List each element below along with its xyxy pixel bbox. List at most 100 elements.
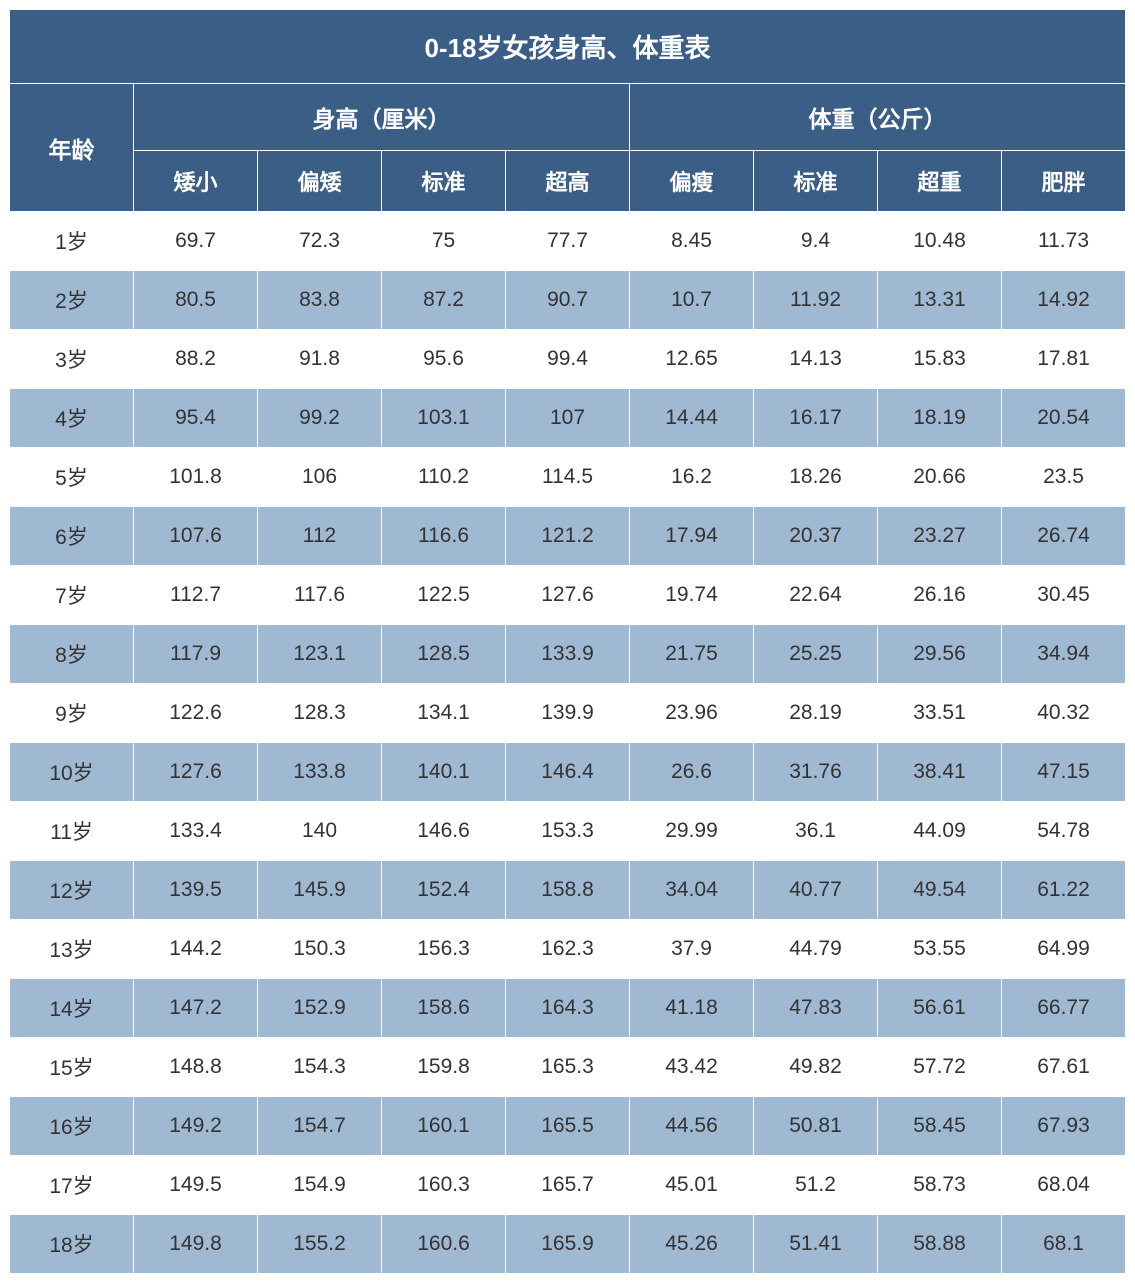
value-cell: 127.6	[134, 743, 258, 802]
value-cell: 31.76	[754, 743, 878, 802]
value-cell: 152.9	[258, 979, 382, 1038]
age-cell: 7岁	[10, 566, 134, 625]
age-cell: 15岁	[10, 1038, 134, 1097]
value-cell: 10.48	[878, 212, 1002, 271]
value-cell: 20.66	[878, 448, 1002, 507]
value-cell: 44.09	[878, 802, 1002, 861]
value-cell: 160.3	[382, 1156, 506, 1215]
value-cell: 44.79	[754, 920, 878, 979]
table-row: 5岁101.8106110.2114.516.218.2620.6623.5	[10, 448, 1126, 507]
value-cell: 26.16	[878, 566, 1002, 625]
col-height-belowavg: 偏矮	[258, 151, 382, 212]
value-cell: 58.88	[878, 1215, 1002, 1274]
value-cell: 14.92	[1002, 271, 1126, 330]
value-cell: 158.6	[382, 979, 506, 1038]
title-row: 0-18岁女孩身高、体重表	[10, 10, 1126, 84]
table-row: 15岁148.8154.3159.8165.343.4249.8257.7267…	[10, 1038, 1126, 1097]
table-row: 7岁112.7117.6122.5127.619.7422.6426.1630.…	[10, 566, 1126, 625]
table-row: 18岁149.8155.2160.6165.945.2651.4158.8868…	[10, 1215, 1126, 1274]
value-cell: 47.15	[1002, 743, 1126, 802]
table-row: 17岁149.5154.9160.3165.745.0151.258.7368.…	[10, 1156, 1126, 1215]
value-cell: 140.1	[382, 743, 506, 802]
value-cell: 144.2	[134, 920, 258, 979]
value-cell: 68.04	[1002, 1156, 1126, 1215]
value-cell: 22.64	[754, 566, 878, 625]
value-cell: 121.2	[506, 507, 630, 566]
value-cell: 83.8	[258, 271, 382, 330]
value-cell: 44.56	[630, 1097, 754, 1156]
value-cell: 155.2	[258, 1215, 382, 1274]
value-cell: 15.83	[878, 330, 1002, 389]
value-cell: 8.45	[630, 212, 754, 271]
value-cell: 56.61	[878, 979, 1002, 1038]
value-cell: 95.4	[134, 389, 258, 448]
value-cell: 50.81	[754, 1097, 878, 1156]
value-cell: 160.1	[382, 1097, 506, 1156]
value-cell: 23.96	[630, 684, 754, 743]
height-weight-table: 0-18岁女孩身高、体重表 年龄 身高（厘米） 体重（公斤） 矮小 偏矮 标准 …	[8, 8, 1127, 1275]
value-cell: 45.01	[630, 1156, 754, 1215]
table-row: 1岁69.772.37577.78.459.410.4811.73	[10, 212, 1126, 271]
col-weight-thin: 偏瘦	[630, 151, 754, 212]
value-cell: 114.5	[506, 448, 630, 507]
value-cell: 43.42	[630, 1038, 754, 1097]
age-cell: 3岁	[10, 330, 134, 389]
table-row: 8岁117.9123.1128.5133.921.7525.2529.5634.…	[10, 625, 1126, 684]
value-cell: 164.3	[506, 979, 630, 1038]
age-cell: 2岁	[10, 271, 134, 330]
table-title: 0-18岁女孩身高、体重表	[10, 10, 1126, 84]
value-cell: 87.2	[382, 271, 506, 330]
table-row: 11岁133.4140146.6153.329.9936.144.0954.78	[10, 802, 1126, 861]
value-cell: 153.3	[506, 802, 630, 861]
age-cell: 11岁	[10, 802, 134, 861]
table-row: 3岁88.291.895.699.412.6514.1315.8317.81	[10, 330, 1126, 389]
value-cell: 134.1	[382, 684, 506, 743]
value-cell: 77.7	[506, 212, 630, 271]
value-cell: 128.3	[258, 684, 382, 743]
age-cell: 16岁	[10, 1097, 134, 1156]
value-cell: 159.8	[382, 1038, 506, 1097]
value-cell: 165.3	[506, 1038, 630, 1097]
table-row: 13岁144.2150.3156.3162.337.944.7953.5564.…	[10, 920, 1126, 979]
value-cell: 58.73	[878, 1156, 1002, 1215]
value-cell: 58.45	[878, 1097, 1002, 1156]
value-cell: 38.41	[878, 743, 1002, 802]
data-table: 0-18岁女孩身高、体重表 年龄 身高（厘米） 体重（公斤） 矮小 偏矮 标准 …	[9, 9, 1126, 1274]
value-cell: 160.6	[382, 1215, 506, 1274]
value-cell: 139.9	[506, 684, 630, 743]
value-cell: 29.99	[630, 802, 754, 861]
age-cell: 14岁	[10, 979, 134, 1038]
age-cell: 17岁	[10, 1156, 134, 1215]
value-cell: 14.44	[630, 389, 754, 448]
height-group-header: 身高（厘米）	[134, 84, 630, 151]
value-cell: 25.25	[754, 625, 878, 684]
age-cell: 12岁	[10, 861, 134, 920]
value-cell: 165.7	[506, 1156, 630, 1215]
value-cell: 57.72	[878, 1038, 1002, 1097]
col-weight-overweight: 超重	[878, 151, 1002, 212]
value-cell: 122.6	[134, 684, 258, 743]
value-cell: 103.1	[382, 389, 506, 448]
value-cell: 112	[258, 507, 382, 566]
weight-group-header: 体重（公斤）	[630, 84, 1126, 151]
value-cell: 13.31	[878, 271, 1002, 330]
value-cell: 165.9	[506, 1215, 630, 1274]
value-cell: 127.6	[506, 566, 630, 625]
table-row: 2岁80.583.887.290.710.711.9213.3114.92	[10, 271, 1126, 330]
value-cell: 49.54	[878, 861, 1002, 920]
value-cell: 67.93	[1002, 1097, 1126, 1156]
value-cell: 41.18	[630, 979, 754, 1038]
value-cell: 150.3	[258, 920, 382, 979]
value-cell: 23.5	[1002, 448, 1126, 507]
age-header: 年龄	[10, 84, 134, 212]
value-cell: 128.5	[382, 625, 506, 684]
value-cell: 10.7	[630, 271, 754, 330]
value-cell: 99.2	[258, 389, 382, 448]
value-cell: 37.9	[630, 920, 754, 979]
value-cell: 51.41	[754, 1215, 878, 1274]
value-cell: 12.65	[630, 330, 754, 389]
value-cell: 18.26	[754, 448, 878, 507]
value-cell: 19.74	[630, 566, 754, 625]
value-cell: 110.2	[382, 448, 506, 507]
value-cell: 54.78	[1002, 802, 1126, 861]
